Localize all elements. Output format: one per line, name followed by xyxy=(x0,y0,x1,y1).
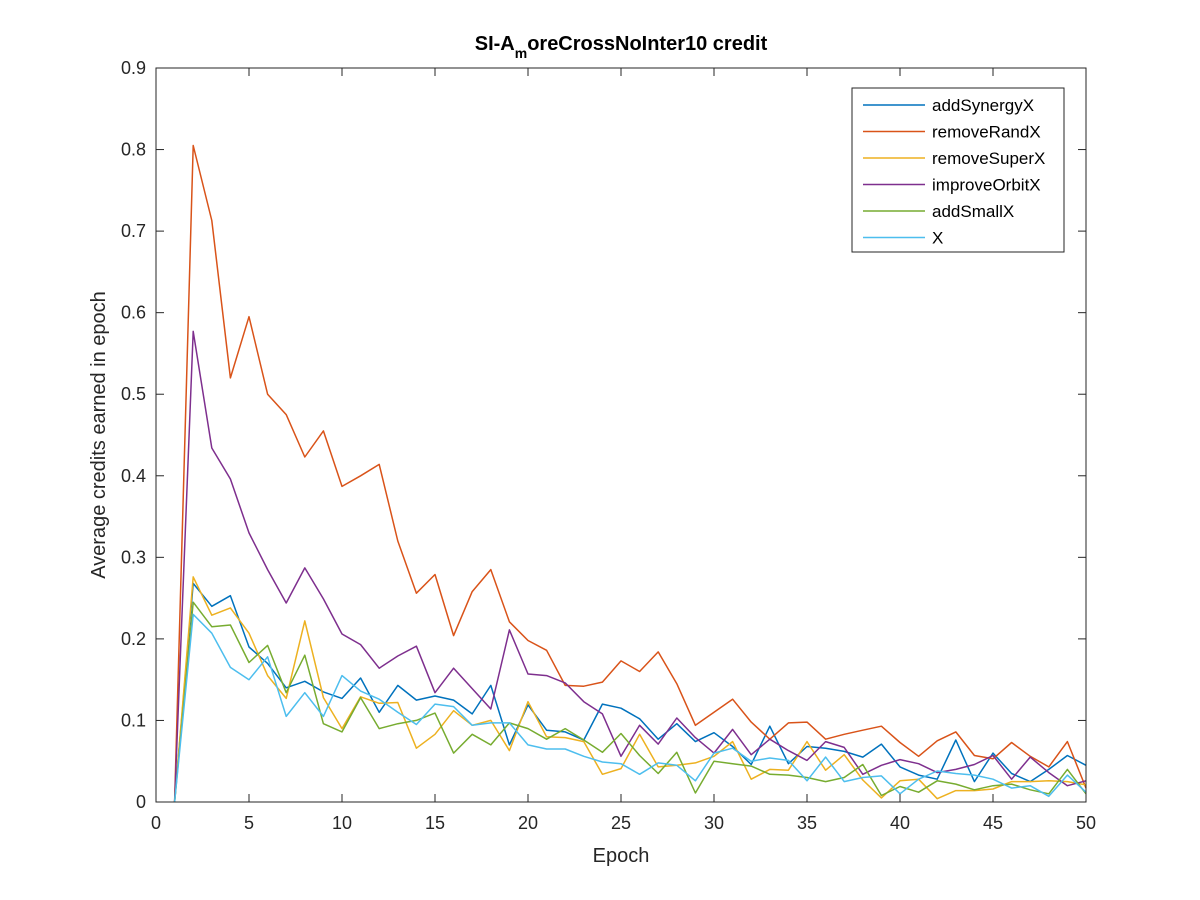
y-tick-label: 0.2 xyxy=(121,629,146,649)
x-tick-label: 25 xyxy=(611,813,631,833)
x-tick-label: 45 xyxy=(983,813,1003,833)
x-tick-label: 30 xyxy=(704,813,724,833)
x-tick-label: 50 xyxy=(1076,813,1096,833)
y-tick-label: 0.6 xyxy=(121,303,146,323)
y-tick-label: 0.4 xyxy=(121,466,146,486)
x-tick-label: 40 xyxy=(890,813,910,833)
series-line-x xyxy=(173,613,1087,803)
legend: addSynergyX removeRandX removeSuperX improv… xyxy=(851,87,1065,253)
x-tick-label: 20 xyxy=(518,813,538,833)
x-axis-label: Epoch xyxy=(593,845,650,867)
legend-label-improve-orbit-x: improveOrbitX xyxy=(932,176,1041,195)
chart-title: SI-AmoreCrossNoInter10 credit xyxy=(475,33,768,61)
series-line-remove-super-x xyxy=(173,576,1087,803)
x-tick-label: 35 xyxy=(797,813,817,833)
chart-title-rest: oreCrossNoInter10 credit xyxy=(527,33,767,55)
y-tick-label: 0.1 xyxy=(121,710,146,730)
x-tick-label: 5 xyxy=(244,813,254,833)
x-tick-label: 10 xyxy=(332,813,352,833)
y-tick-label: 0.8 xyxy=(121,140,146,160)
chart-title-subscript: m xyxy=(515,45,527,61)
legend-label-remove-rand-x: removeRandX xyxy=(932,123,1041,142)
y-axis-label: Average credits earned in epoch xyxy=(88,291,110,579)
legend-box xyxy=(851,87,1065,253)
legend-label-add-synergy-x: addSynergyX xyxy=(932,96,1034,115)
legend-label-add-small-x: addSmallX xyxy=(932,202,1014,221)
series-line-remove-rand-x xyxy=(173,144,1087,803)
series-layer xyxy=(173,144,1087,803)
x-tick-label: 15 xyxy=(425,813,445,833)
tick-layer: 0 5 10 15 20 25 30 35 40 45 50 0 0.1 0.2 0.3 0.4 0.5 0.6 0… xyxy=(121,58,1096,833)
y-tick-label: 0.9 xyxy=(121,58,146,78)
chart-title-main: SI-A xyxy=(475,33,515,55)
y-tick-label: 0.3 xyxy=(121,547,146,567)
series-line-improve-orbit-x xyxy=(173,330,1087,803)
series-line-add-synergy-x xyxy=(173,582,1087,803)
y-tick-label: 0 xyxy=(136,792,146,812)
series-line-add-small-x xyxy=(173,601,1087,803)
x-tick-label: 0 xyxy=(151,813,161,833)
y-tick-label: 0.5 xyxy=(121,384,146,404)
legend-label-x: X xyxy=(932,229,943,248)
legend-label-remove-super-x: removeSuperX xyxy=(932,149,1045,168)
y-tick-label: 0.7 xyxy=(121,221,146,241)
